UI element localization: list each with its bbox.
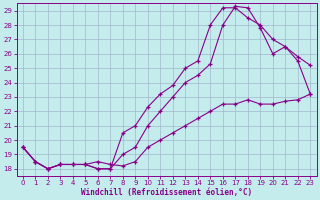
X-axis label: Windchill (Refroidissement éolien,°C): Windchill (Refroidissement éolien,°C)	[81, 188, 252, 197]
